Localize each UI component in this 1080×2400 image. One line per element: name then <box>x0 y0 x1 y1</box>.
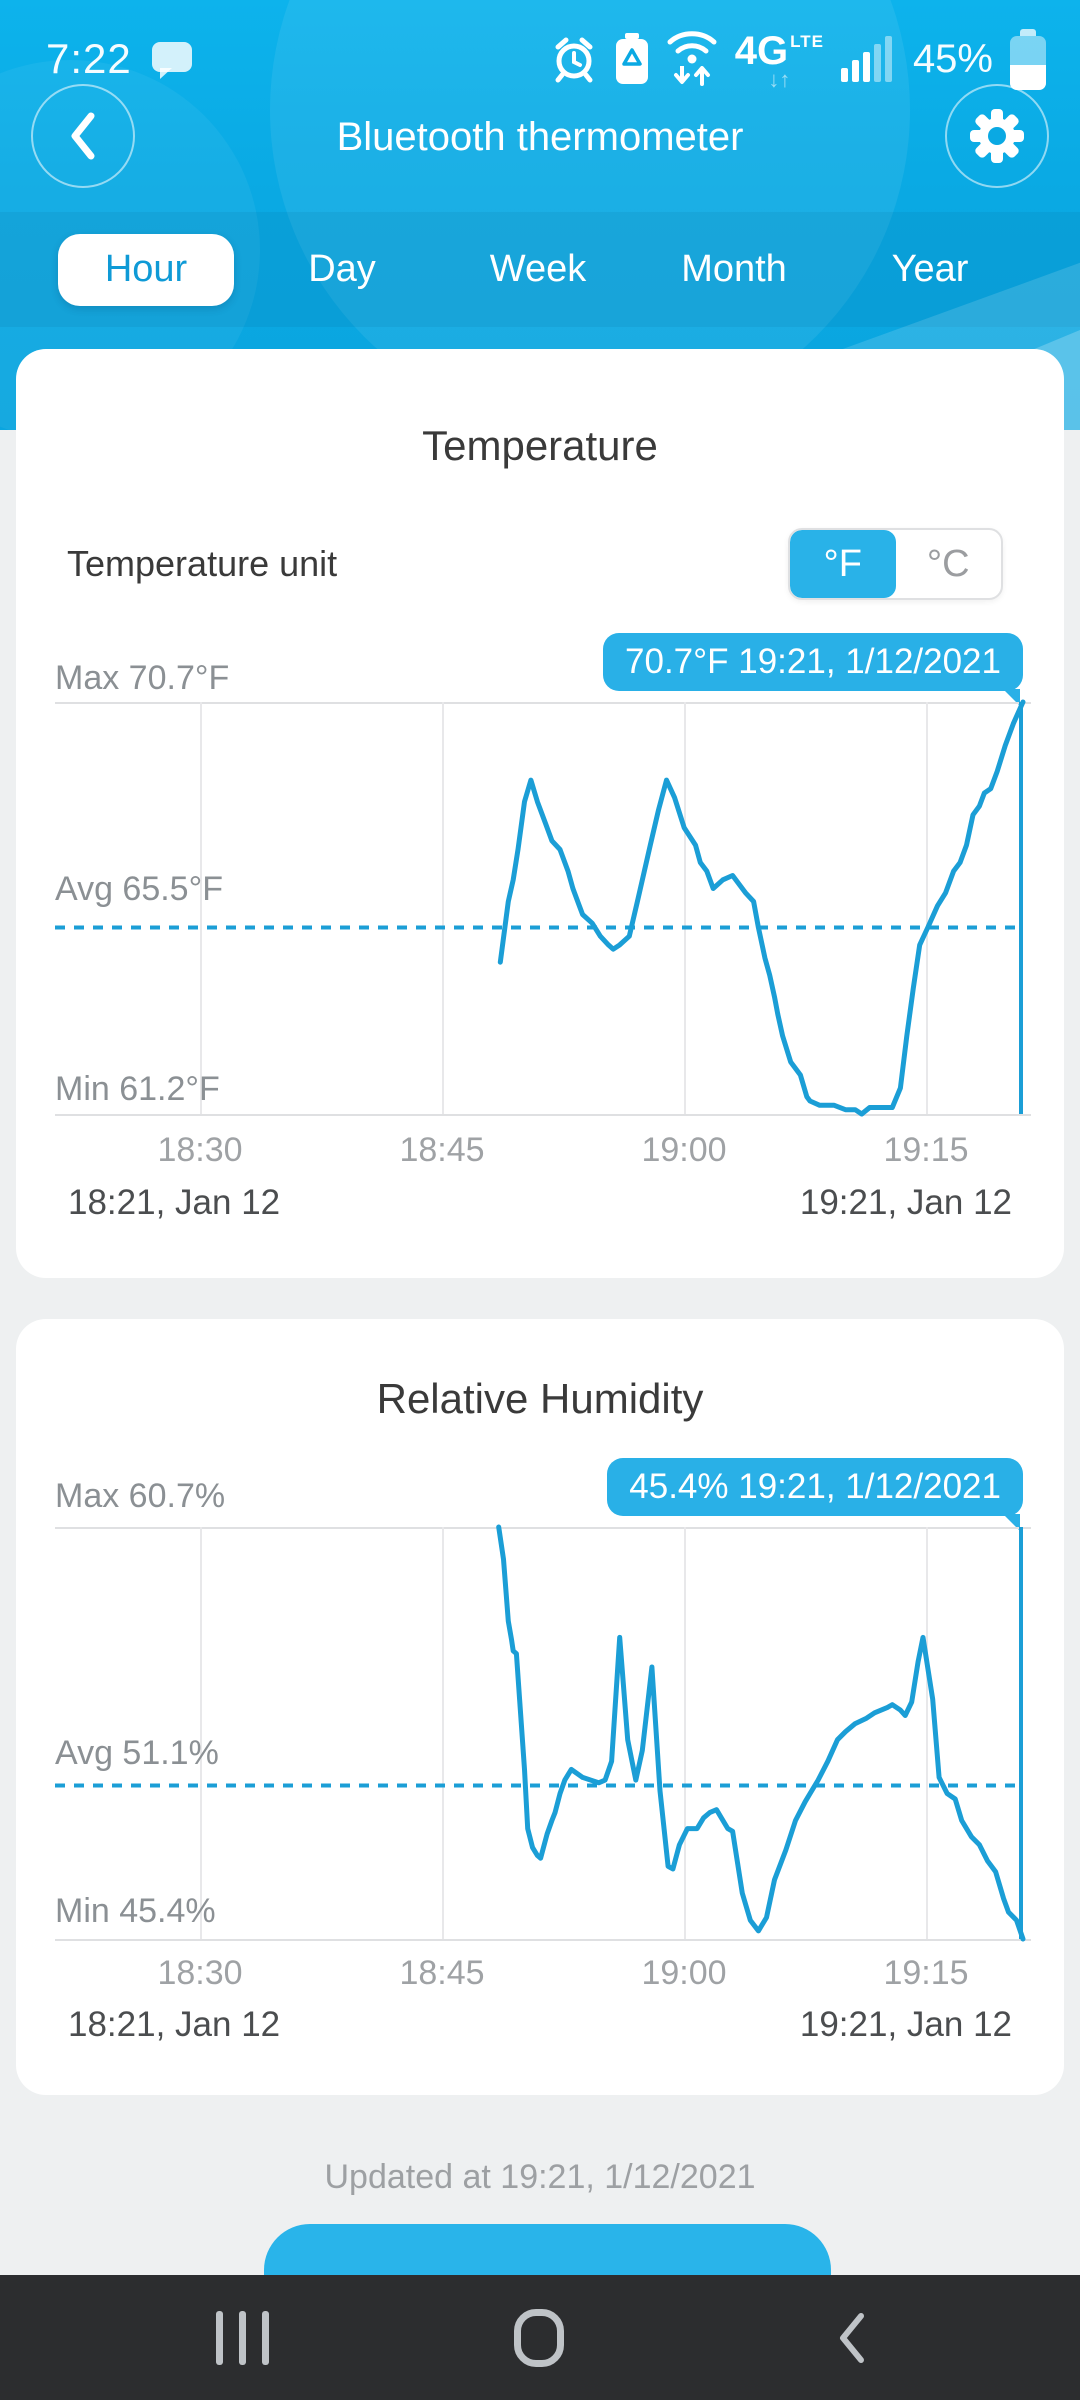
x-tick: 19:15 <box>883 1131 969 1169</box>
battery-saver-icon <box>615 33 648 84</box>
page-title: Bluetooth thermometer <box>336 115 744 159</box>
time-range-tabs: Hour Day Week Month Year <box>0 212 1080 327</box>
x-tick: 18:45 <box>399 1131 485 1169</box>
home-icon[interactable] <box>514 2308 564 2367</box>
recents-icon[interactable] <box>216 2310 269 2365</box>
tab-year[interactable]: Year <box>891 248 969 290</box>
x-tick: 18:30 <box>157 1131 243 1169</box>
wifi-icon <box>666 30 718 88</box>
max-value-label: Max 70.7°F <box>55 659 230 697</box>
alarm-icon <box>555 37 593 83</box>
range-end-label: 19:21, Jan 12 <box>799 1183 1012 1222</box>
status-bar: 7:22 <box>46 26 1046 92</box>
4g-lte-icon: 4G LTE ↓↑ <box>734 29 824 93</box>
battery-percent: 45% <box>912 36 993 81</box>
min-value-label: Min 45.4% <box>55 1892 216 1930</box>
max-value-label: Max 60.7% <box>55 1477 226 1515</box>
temperature-unit-label: Temperature unit <box>67 543 338 584</box>
tab-week[interactable]: Week <box>489 248 587 290</box>
temperature-card-title: Temperature <box>422 422 658 469</box>
range-end-label: 19:21, Jan 12 <box>799 2005 1012 2044</box>
gear-icon <box>970 109 1024 163</box>
battery-icon <box>1010 28 1046 90</box>
humidity-card: Relative Humidity Max 60.7% 45.4% 19:21,… <box>16 1319 1064 2095</box>
temperature-tooltip: 70.7°F 19:21, 1/12/2021 <box>603 633 1023 706</box>
x-tick: 19:00 <box>641 1954 727 1992</box>
android-navigation-bar <box>0 2275 1080 2400</box>
chevron-left-icon <box>71 112 95 160</box>
temperature-line-plot <box>55 699 1026 1117</box>
humidity-chart[interactable] <box>16 1515 1064 1995</box>
humidity-card-title: Relative Humidity <box>376 1375 704 1422</box>
range-start-label: 18:21, Jan 12 <box>68 1183 281 1222</box>
chat-notification-icon <box>151 42 192 79</box>
humidity-tooltip: 45.4% 19:21, 1/12/2021 <box>607 1458 1023 1531</box>
temperature-unit-toggle: °F °C <box>788 528 1003 600</box>
tab-month[interactable]: Month <box>681 248 787 290</box>
x-tick: 19:00 <box>641 1131 727 1169</box>
tab-day[interactable]: Day <box>308 248 376 290</box>
updated-timestamp: Updated at 19:21, 1/12/2021 <box>324 2158 756 2196</box>
x-tick: 18:45 <box>399 1954 485 1992</box>
humidity-line-plot <box>55 1524 1026 1942</box>
clock-time: 7:22 <box>46 35 132 82</box>
back-icon[interactable] <box>833 2308 869 2368</box>
min-value-label: Min 61.2°F <box>55 1070 220 1108</box>
celsius-option[interactable]: °C <box>926 542 970 585</box>
avg-value-label: Avg 51.1% <box>55 1734 219 1772</box>
avg-value-label: Avg 65.5°F <box>55 870 223 908</box>
tab-hour[interactable]: Hour <box>58 233 234 306</box>
temperature-chart[interactable] <box>16 690 1064 1170</box>
settings-button[interactable] <box>945 84 1049 188</box>
temperature-card: Temperature Temperature unit °F °C Max 7… <box>16 349 1064 1278</box>
range-start-label: 18:21, Jan 12 <box>68 2005 281 2044</box>
x-tick: 18:30 <box>157 1954 243 1992</box>
back-button[interactable] <box>31 84 135 188</box>
bottom-action-button[interactable] <box>264 2224 831 2284</box>
signal-icon <box>840 36 892 82</box>
x-tick: 19:15 <box>883 1954 969 1992</box>
fahrenheit-option[interactable]: °F <box>790 530 896 598</box>
